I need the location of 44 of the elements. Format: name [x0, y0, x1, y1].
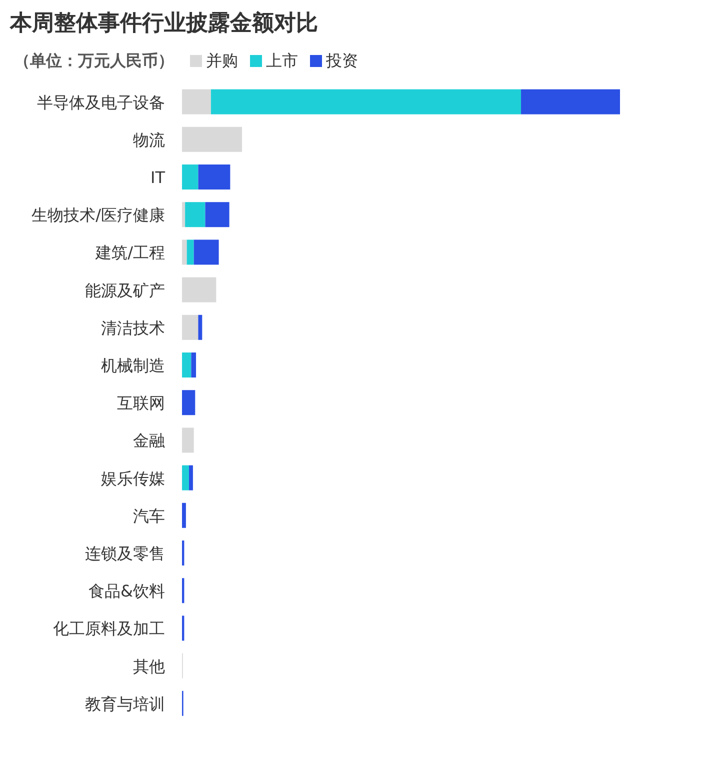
bar	[198, 314, 202, 340]
y-tick-label: IT	[150, 168, 166, 187]
chart-title: 本周整体事件行业披露金额对比	[9, 10, 318, 36]
bar	[189, 465, 193, 490]
bar	[182, 314, 198, 340]
y-tick-label: 教育与培训	[85, 694, 165, 714]
bar	[191, 352, 196, 378]
y-tick-label: 娱乐传媒	[101, 468, 165, 488]
legend-label: 上市	[266, 51, 298, 70]
chart-subtitle: （单位：万元人民币）	[14, 51, 174, 70]
bar	[182, 465, 190, 490]
y-tick-label: 互联网	[117, 394, 165, 413]
legend-label: 投资	[325, 51, 358, 70]
bar	[182, 390, 196, 416]
y-tick-label: 物流	[133, 130, 165, 150]
y-tick-label: 化工原料及加工	[53, 619, 165, 638]
bar	[182, 428, 194, 453]
bar	[182, 126, 242, 152]
y-tick-label: 金融	[133, 431, 165, 450]
y-tick-label: 生物技术/医疗健康	[32, 206, 165, 225]
y-tick-label: 能源及矿产	[85, 280, 165, 300]
y-tick-label: 其他	[133, 656, 165, 676]
bar	[186, 240, 194, 265]
y-tick-label: 建筑/工程	[94, 243, 165, 262]
y-tick-label: 半导体及电子设备	[37, 92, 165, 112]
bar	[210, 89, 522, 114]
bar	[521, 89, 620, 114]
bar	[182, 277, 216, 302]
bar	[205, 202, 230, 228]
bar	[182, 202, 186, 228]
bar	[182, 240, 187, 265]
bar	[182, 164, 198, 190]
y-tick-label: 清洁技术	[101, 318, 165, 338]
legend-label: 并购	[206, 51, 238, 70]
bar	[182, 352, 192, 378]
y-tick-label: 食品&饮料	[88, 582, 165, 601]
y-tick-label: 机械制造	[101, 356, 165, 375]
y-tick-label: 汽车	[133, 506, 165, 526]
bar	[182, 502, 186, 528]
bar	[182, 89, 211, 114]
bar	[194, 240, 219, 265]
y-tick-label: 连锁及零售	[85, 544, 165, 563]
bar	[198, 164, 230, 190]
bar	[185, 202, 206, 228]
